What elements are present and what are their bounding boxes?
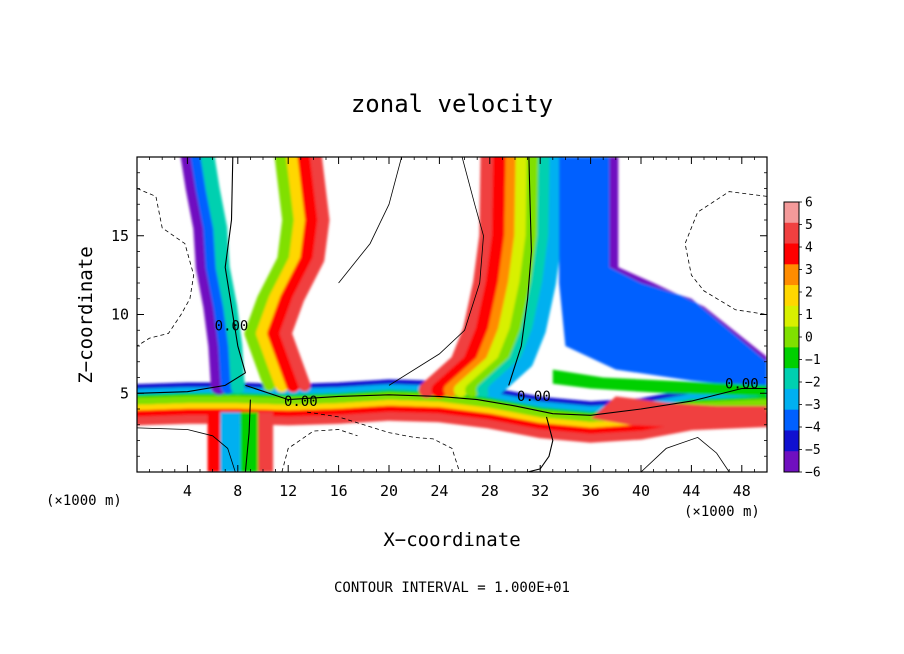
zero-contour-line <box>508 157 532 386</box>
field-shade <box>258 412 274 472</box>
negative-contour-line <box>307 411 460 472</box>
x-tick-label: 48 <box>733 482 751 500</box>
y-tick-label: 15 <box>111 227 129 245</box>
field-shade <box>453 157 530 398</box>
contour-label: 0.00 <box>517 389 551 405</box>
field-shade <box>180 157 227 395</box>
field-shade <box>487 157 564 398</box>
field-shade <box>279 157 330 392</box>
colorbar-label: −2 <box>805 376 821 391</box>
field-shade <box>559 157 767 389</box>
field-shade <box>418 157 497 399</box>
x-tick-label: 8 <box>233 482 242 500</box>
colorbar-swatch <box>784 347 799 369</box>
x-tick-label: 24 <box>430 482 448 500</box>
field-shade <box>190 157 235 394</box>
y-axis-label: Z−coordinate <box>75 246 97 383</box>
field-shade <box>465 157 541 398</box>
negative-contour-line <box>281 429 358 472</box>
field-shade <box>256 157 308 393</box>
y-tick-label: 5 <box>120 384 129 402</box>
positive-contour-line <box>338 157 402 284</box>
colorbar-label: −5 <box>805 443 821 458</box>
colorbar-label: 0 <box>805 331 813 346</box>
colorbar-label: 5 <box>805 218 813 233</box>
contour-label: 0.00 <box>215 318 249 334</box>
contour-interval-note: CONTOUR INTERVAL = 1.000E+01 <box>334 580 570 596</box>
x-unit-right: (×1000 m) <box>684 504 760 520</box>
zero-contour-line <box>245 384 767 416</box>
colorbar-swatch <box>784 388 799 411</box>
contour-label: 0.00 <box>284 394 318 410</box>
x-tick-label: 4 <box>183 482 192 500</box>
zero-contour-line <box>527 416 554 472</box>
x-axis-label: X−coordinate <box>383 529 520 551</box>
field-shade <box>476 157 553 398</box>
positive-contour-line <box>137 427 236 472</box>
field-shade <box>431 157 510 399</box>
colorbar-swatch <box>784 430 799 452</box>
colorbar-label: 3 <box>805 263 813 278</box>
colorbar-swatch <box>784 368 799 390</box>
negative-contour-line <box>137 188 195 347</box>
x-tick-label: 32 <box>531 482 549 500</box>
x-tick-label: 40 <box>632 482 650 500</box>
x-unit-left: (×1000 m) <box>46 493 122 509</box>
zero-contour-line <box>244 399 251 472</box>
contour-label: 0.00 <box>725 377 759 393</box>
x-tick-label: 36 <box>582 482 600 500</box>
field-shade <box>200 157 245 394</box>
colorbar-swatch <box>784 222 799 245</box>
colorbar-swatch <box>784 305 799 328</box>
colorbar-label: −3 <box>805 398 821 413</box>
colorbar-label: −6 <box>805 466 821 481</box>
chart-title: zonal velocity <box>351 90 553 118</box>
x-tick-label: 16 <box>330 482 348 500</box>
y-tick-label: 10 <box>111 306 129 324</box>
colorbar-label: −4 <box>805 421 821 436</box>
field-shade <box>552 369 767 397</box>
x-tick-label: 44 <box>682 482 700 500</box>
x-tick-label: 12 <box>279 482 297 500</box>
field-shade <box>590 396 767 428</box>
colorbar-label: 4 <box>805 241 813 256</box>
colorbar-swatch <box>784 409 799 431</box>
colorbar: 6 5 4 3 2 1 0 −1 −2 −3 −4 −5 −6 <box>783 196 821 481</box>
positive-contour-line <box>640 436 730 472</box>
zero-contour-line <box>137 157 247 394</box>
field-shade <box>267 157 320 393</box>
colorbar-swatch <box>784 264 799 286</box>
x-tick-label: 20 <box>380 482 398 500</box>
colorbar-label: 1 <box>805 308 813 323</box>
x-tick-label: 28 <box>481 482 499 500</box>
contour-labels: 0.00 0.00 0.00 0.00 <box>215 318 759 410</box>
velocity-field <box>137 157 767 472</box>
y-axis: 5 10 15 <box>111 172 767 457</box>
colorbar-label: 6 <box>805 196 813 211</box>
x-axis: 4 8 12 16 20 24 28 32 36 40 44 48 <box>149 157 755 500</box>
field-shade <box>220 412 241 472</box>
field-shade <box>207 412 221 472</box>
colorbar-swatch <box>784 451 799 473</box>
negative-contour-line <box>684 191 767 315</box>
colorbar-label: 2 <box>805 286 813 301</box>
colorbar-swatch <box>784 326 799 348</box>
zero-contours <box>137 157 767 472</box>
positive-contour-line <box>388 157 484 386</box>
colorbar-swatch <box>784 243 799 265</box>
field-shade <box>244 157 295 392</box>
colorbar-swatch <box>784 202 799 224</box>
colorbar-label: −1 <box>805 353 821 368</box>
field-shade <box>240 412 258 472</box>
colorbar-swatch <box>784 285 799 307</box>
